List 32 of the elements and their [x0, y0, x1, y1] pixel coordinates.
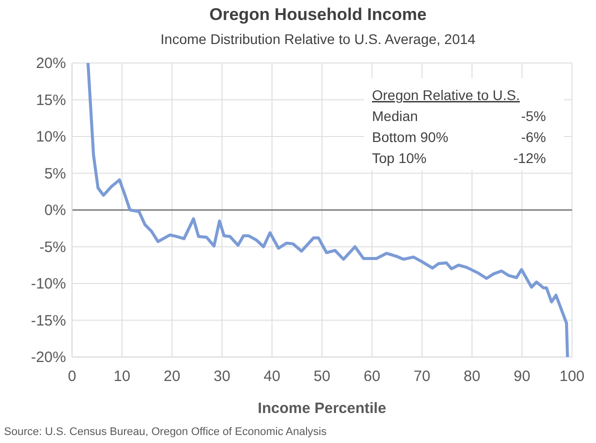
- x-tick-label: 0: [68, 368, 76, 385]
- x-tick-label: 40: [264, 368, 280, 385]
- annotation: Bottom 90%: [372, 129, 448, 145]
- y-tick-label: -5%: [39, 238, 66, 256]
- x-tick-label: 50: [314, 368, 330, 385]
- x-tick-label: 60: [364, 368, 380, 385]
- x-axis-title: Income Percentile: [258, 400, 386, 417]
- y-tick-label: -15%: [30, 312, 66, 330]
- annotation: Median: [372, 108, 418, 124]
- source-note: Source: U.S. Census Bureau, Oregon Office of Economic Analysis: [4, 426, 328, 438]
- y-tick-label: 20%: [36, 55, 66, 72]
- x-tick-label: 80: [464, 368, 480, 385]
- chart-title: Oregon Household Income: [209, 5, 427, 24]
- line-series: [86, 63, 569, 357]
- y-tick-label: 10%: [36, 128, 66, 146]
- y-tick-label: 5%: [44, 165, 66, 182]
- y-tick-label: -10%: [30, 276, 66, 292]
- annotation: -12%: [513, 150, 546, 166]
- x-tick-label: 70: [414, 368, 430, 385]
- annotation: -5%: [521, 108, 546, 124]
- annotation: Oregon Relative to U.S.: [372, 87, 520, 103]
- x-tick-label: 90: [514, 368, 530, 385]
- x-tick-label: 100: [559, 368, 585, 385]
- y-tick-label: 15%: [36, 92, 66, 109]
- x-tick-label: 30: [214, 368, 230, 385]
- y-tick-label: 0%: [44, 202, 66, 219]
- x-tick-label: 10: [114, 368, 130, 385]
- chart-subtitle: Income Distribution Relative to U.S. Average, 2014: [160, 31, 476, 47]
- annotation: -6%: [521, 129, 546, 145]
- x-tick-label: 20: [164, 368, 180, 385]
- y-tick-label: -20%: [30, 349, 66, 366]
- annotation: Top 10%: [372, 150, 426, 166]
